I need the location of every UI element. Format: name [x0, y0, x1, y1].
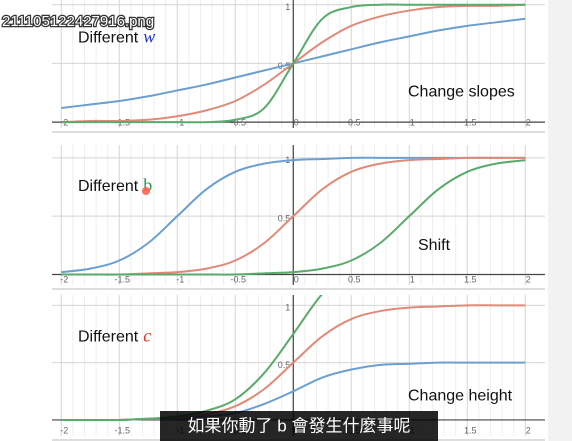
- annotation: Different b: [78, 175, 152, 195]
- x-tick-label: -2: [60, 274, 68, 284]
- x-tick-label: 2: [526, 425, 531, 435]
- y-tick-label: 1: [285, 2, 290, 12]
- x-tick-label: -1: [176, 274, 184, 284]
- x-tick-label: -1.5: [115, 425, 131, 435]
- x-tick-label: 1.5: [464, 117, 477, 127]
- caption-bg: [160, 411, 438, 441]
- annotation-variable: b: [143, 175, 152, 195]
- cursor-dot: [142, 187, 150, 195]
- annotation-note: Change slopes: [408, 83, 515, 100]
- side-strip: [548, 0, 572, 441]
- y-tick-label: 1: [285, 303, 290, 313]
- x-tick-label: 0: [294, 117, 299, 127]
- x-tick-label: -0.5: [231, 274, 247, 284]
- annotation-label: Different: [78, 178, 139, 195]
- x-tick-label: -1.5: [115, 274, 131, 284]
- x-tick-label: -2: [60, 425, 68, 435]
- x-tick-label: 1.5: [464, 274, 477, 284]
- filename-overlay: 211105122427916.png: [2, 13, 154, 30]
- x-tick-label: 2: [526, 274, 531, 284]
- x-tick-label: 1: [410, 274, 415, 284]
- curve: [61, 295, 323, 422]
- annotation-note: Shift: [418, 237, 451, 254]
- y-tick-label: 0.5: [278, 360, 291, 370]
- x-tick-label: -0.5: [231, 117, 247, 127]
- caption: 如果你動了 b 會發生什麼事呢: [188, 416, 411, 435]
- x-tick-label: 1: [410, 117, 415, 127]
- curve: [61, 3, 526, 124]
- y-tick-label: 0.5: [278, 214, 291, 224]
- x-tick-label: 0.5: [348, 117, 361, 127]
- x-tick-label: 1.5: [464, 425, 477, 435]
- x-tick-label: 2: [526, 117, 531, 127]
- annotation: Different c: [78, 325, 151, 345]
- x-tick-label: 0: [294, 274, 299, 284]
- annotation-note: Change height: [408, 388, 513, 405]
- curve: [61, 159, 526, 276]
- annotation: Different w: [78, 27, 155, 47]
- annotation-label: Different: [78, 30, 139, 47]
- annotation-label: Different: [78, 329, 139, 346]
- annotation-variable: w: [143, 27, 155, 47]
- annotation-variable: c: [143, 325, 151, 345]
- x-tick-label: 0.5: [348, 274, 361, 284]
